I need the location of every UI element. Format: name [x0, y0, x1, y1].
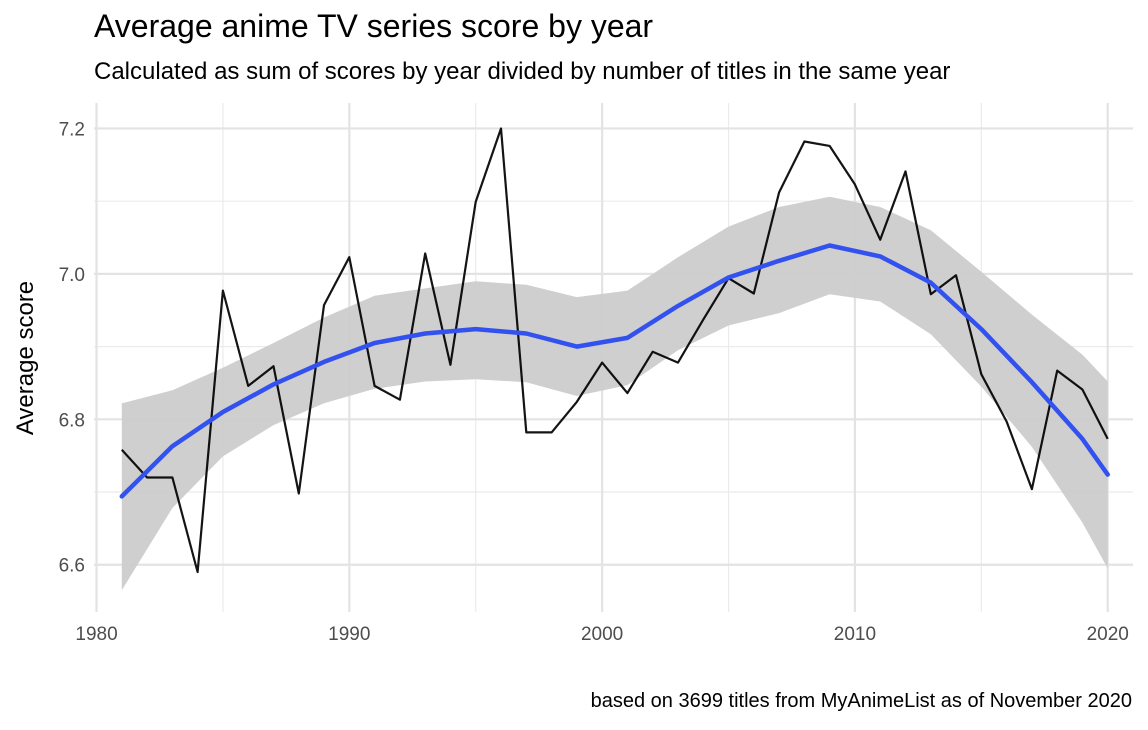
- y-tick-label: 7.2: [59, 119, 85, 140]
- chart-title: Average anime TV series score by year: [94, 8, 654, 44]
- x-tick-label: 1990: [328, 624, 370, 645]
- x-tick-label: 2000: [581, 624, 623, 645]
- chart-subtitle: Calculated as sum of scores by year divi…: [94, 58, 951, 85]
- x-tick-label: 2020: [1087, 624, 1129, 645]
- confidence-band: [121, 196, 1108, 591]
- chart-caption: based on 3699 titles from MyAnimeList as…: [590, 690, 1132, 712]
- major-grid: [94, 103, 1133, 612]
- x-axis-ticks: 1980 1990 2000 2010 2020: [75, 624, 1128, 645]
- y-tick-label: 7.0: [59, 265, 85, 286]
- y-axis-ticks: 6.6 6.8 7.0 7.2: [59, 119, 85, 576]
- series-layer: [119, 127, 1110, 574]
- average-score-line: [120, 127, 1109, 574]
- y-tick-label: 6.6: [59, 556, 85, 577]
- y-axis-label: Average score: [12, 281, 39, 435]
- x-tick-label: 1980: [75, 624, 117, 645]
- x-tick-label: 2010: [834, 624, 876, 645]
- y-tick-label: 6.8: [59, 410, 85, 431]
- smooth-trend-line: [119, 243, 1110, 499]
- confidence-band-layer: [121, 196, 1108, 591]
